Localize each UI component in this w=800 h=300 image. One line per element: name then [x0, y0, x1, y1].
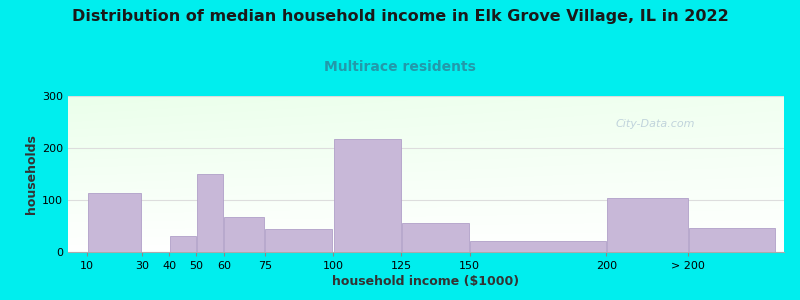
Bar [170, 236, 196, 252]
Text: Multirace residents: Multirace residents [324, 60, 476, 74]
Y-axis label: households: households [25, 134, 38, 214]
Text: City-Data.com: City-Data.com [615, 119, 695, 129]
Bar [689, 228, 775, 252]
Bar [88, 193, 141, 252]
Bar [470, 241, 606, 252]
Bar [402, 223, 469, 252]
Bar [225, 217, 264, 252]
Bar [266, 229, 333, 252]
Bar [607, 198, 688, 252]
X-axis label: household income ($1000): household income ($1000) [333, 275, 519, 288]
Text: Distribution of median household income in Elk Grove Village, IL in 2022: Distribution of median household income … [72, 9, 728, 24]
Bar [197, 174, 223, 252]
Bar [334, 139, 401, 252]
